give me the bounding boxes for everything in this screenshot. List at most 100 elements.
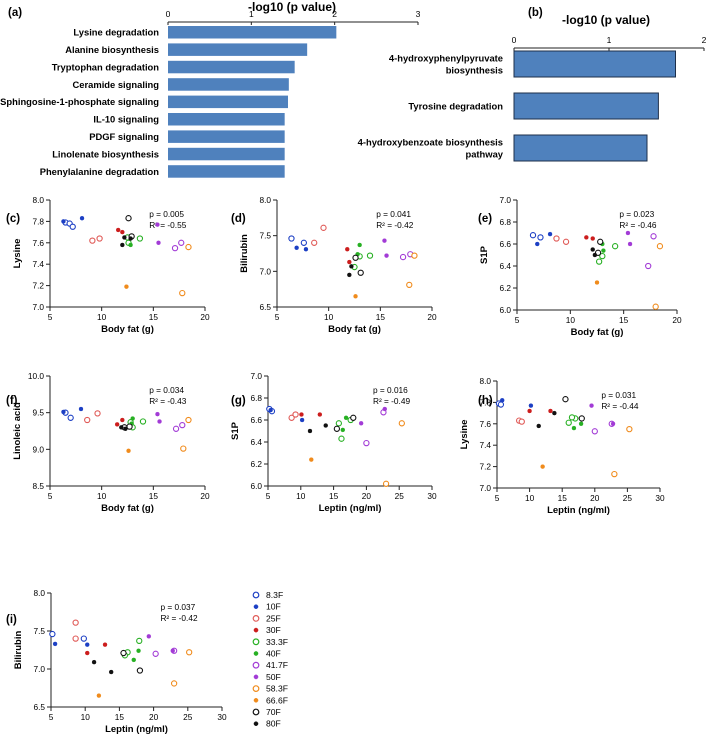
y-tick-label: 7.5 <box>259 231 271 241</box>
y-axis-title: Lysine <box>459 420 470 450</box>
data-point <box>268 407 273 413</box>
p-value: p = 0.016 <box>373 385 408 395</box>
data-point <box>69 223 76 230</box>
legend-label: 25F <box>266 613 281 623</box>
scatter-panel-c: (c) 7.0 7.2 7.4 7.6 7.8 8.0 5 10 15 20 Body fat (g)… <box>6 195 210 335</box>
data-point <box>597 238 604 245</box>
bar <box>168 130 285 143</box>
data-point <box>299 417 305 423</box>
data-point <box>317 412 323 417</box>
data-point <box>49 630 56 638</box>
x-tick-label: 3 <box>416 9 421 19</box>
y-tick-label: 7.2 <box>479 462 491 472</box>
r-squared: R² = -0.49 <box>373 396 411 406</box>
data-point <box>592 252 598 258</box>
x-axis-title: Leptin (ng/ml) <box>319 503 382 514</box>
data-point <box>537 234 544 241</box>
y-axis-title: S1P <box>230 421 241 440</box>
x-tick-label: 15 <box>149 312 159 322</box>
x-axis-title: Leptin (ng/ml) <box>547 505 610 516</box>
x-tick-label: 30 <box>655 493 665 503</box>
legend-label: 41.7F <box>266 660 288 670</box>
data-point <box>126 448 131 453</box>
p-value: p = 0.034 <box>149 385 184 395</box>
scatter-panel-g: (g) 6.0 6.2 6.4 6.6 6.8 7.0 5 10 15 20 25 30 Leptin (… <box>230 371 437 514</box>
panel-label: (a) <box>8 7 22 19</box>
data-point <box>307 428 313 434</box>
x-tick-label: 20 <box>427 312 437 322</box>
r-squared: R² = -0.43 <box>149 396 187 406</box>
x-tick-label: 10 <box>81 712 91 722</box>
category-label: Lysine degradation <box>73 27 159 38</box>
bar-panel-b: (b) -log10 (p value) 0 1 2 4-hydroxyphenylpyr… <box>358 7 707 162</box>
legend-label: 30F <box>266 625 281 635</box>
data-point <box>120 242 125 248</box>
data-point <box>124 284 129 289</box>
data-point <box>102 642 108 647</box>
legend-label: 8.3F <box>266 590 283 600</box>
legend-label: 33.3F <box>266 637 288 647</box>
x-axis-title: -log10 (p value) <box>562 13 650 27</box>
legend-marker <box>253 721 259 727</box>
data-point <box>353 294 358 299</box>
bar <box>168 26 337 39</box>
x-tick-label: 20 <box>200 312 210 322</box>
data-point <box>120 229 125 235</box>
y-tick-label: 6.2 <box>250 459 262 469</box>
data-point <box>590 247 595 252</box>
data-point <box>349 264 354 269</box>
data-point <box>347 272 352 278</box>
data-point <box>91 659 97 665</box>
legend-marker <box>253 627 259 633</box>
data-point <box>119 425 124 430</box>
data-point <box>292 411 299 418</box>
x-axis-title: -log10 (p value) <box>248 0 336 14</box>
data-point <box>340 427 345 433</box>
x-axis-title: Body fat (g) <box>101 503 154 514</box>
x-tick-label: 1 <box>249 9 254 19</box>
data-point <box>136 648 141 653</box>
legend-marker <box>252 708 260 716</box>
x-tick-label: 20 <box>590 493 600 503</box>
data-point <box>497 401 505 408</box>
x-tick-label: 10 <box>296 491 306 501</box>
panel-label: (b) <box>528 7 543 19</box>
legend-label: 40F <box>266 649 281 659</box>
y-axis-title: Lysine <box>12 239 23 269</box>
x-tick-label: 10 <box>566 315 576 325</box>
data-point <box>123 426 128 431</box>
y-tick-label: 8.0 <box>479 376 491 386</box>
y-tick-label: 7.0 <box>499 195 511 205</box>
bar <box>168 78 289 91</box>
x-tick-label: 20 <box>200 491 210 501</box>
data-point <box>578 421 584 426</box>
data-point <box>80 635 87 642</box>
x-tick-label: 5 <box>48 491 53 501</box>
y-tick-label: 7.0 <box>250 371 262 381</box>
scatter-panel-e: (e) 6.0 6.2 6.4 6.6 6.8 7.0 5 10 15 20 Body fat (g)… <box>478 195 682 338</box>
x-tick-label: 5 <box>515 315 520 325</box>
y-tick-label: 7.4 <box>32 259 44 269</box>
scatter-panel-d: (d) 6.5 7.0 7.5 8.0 5 10 15 20 Body fat (g) Biliru… <box>231 195 437 335</box>
data-point <box>185 243 192 251</box>
data-point <box>320 224 327 231</box>
y-tick-label: 8.0 <box>32 195 44 205</box>
data-point <box>67 414 74 421</box>
data-point <box>122 235 127 240</box>
data-point <box>627 241 633 247</box>
data-point <box>565 419 572 426</box>
data-point <box>611 243 619 250</box>
data-point <box>645 262 652 270</box>
legend-marker <box>253 604 259 610</box>
x-tick-label: 0 <box>166 9 171 19</box>
data-point <box>528 403 534 408</box>
p-value: p = 0.041 <box>376 209 411 219</box>
data-point <box>591 428 598 435</box>
y-tick-label: 8.0 <box>259 195 271 205</box>
y-axis-title: S1P <box>479 245 490 264</box>
data-point <box>52 641 58 647</box>
x-axis-title: Body fat (g) <box>101 324 154 335</box>
category-label: IL-10 signaling <box>93 114 159 125</box>
data-point <box>155 222 160 227</box>
data-point <box>384 253 389 258</box>
